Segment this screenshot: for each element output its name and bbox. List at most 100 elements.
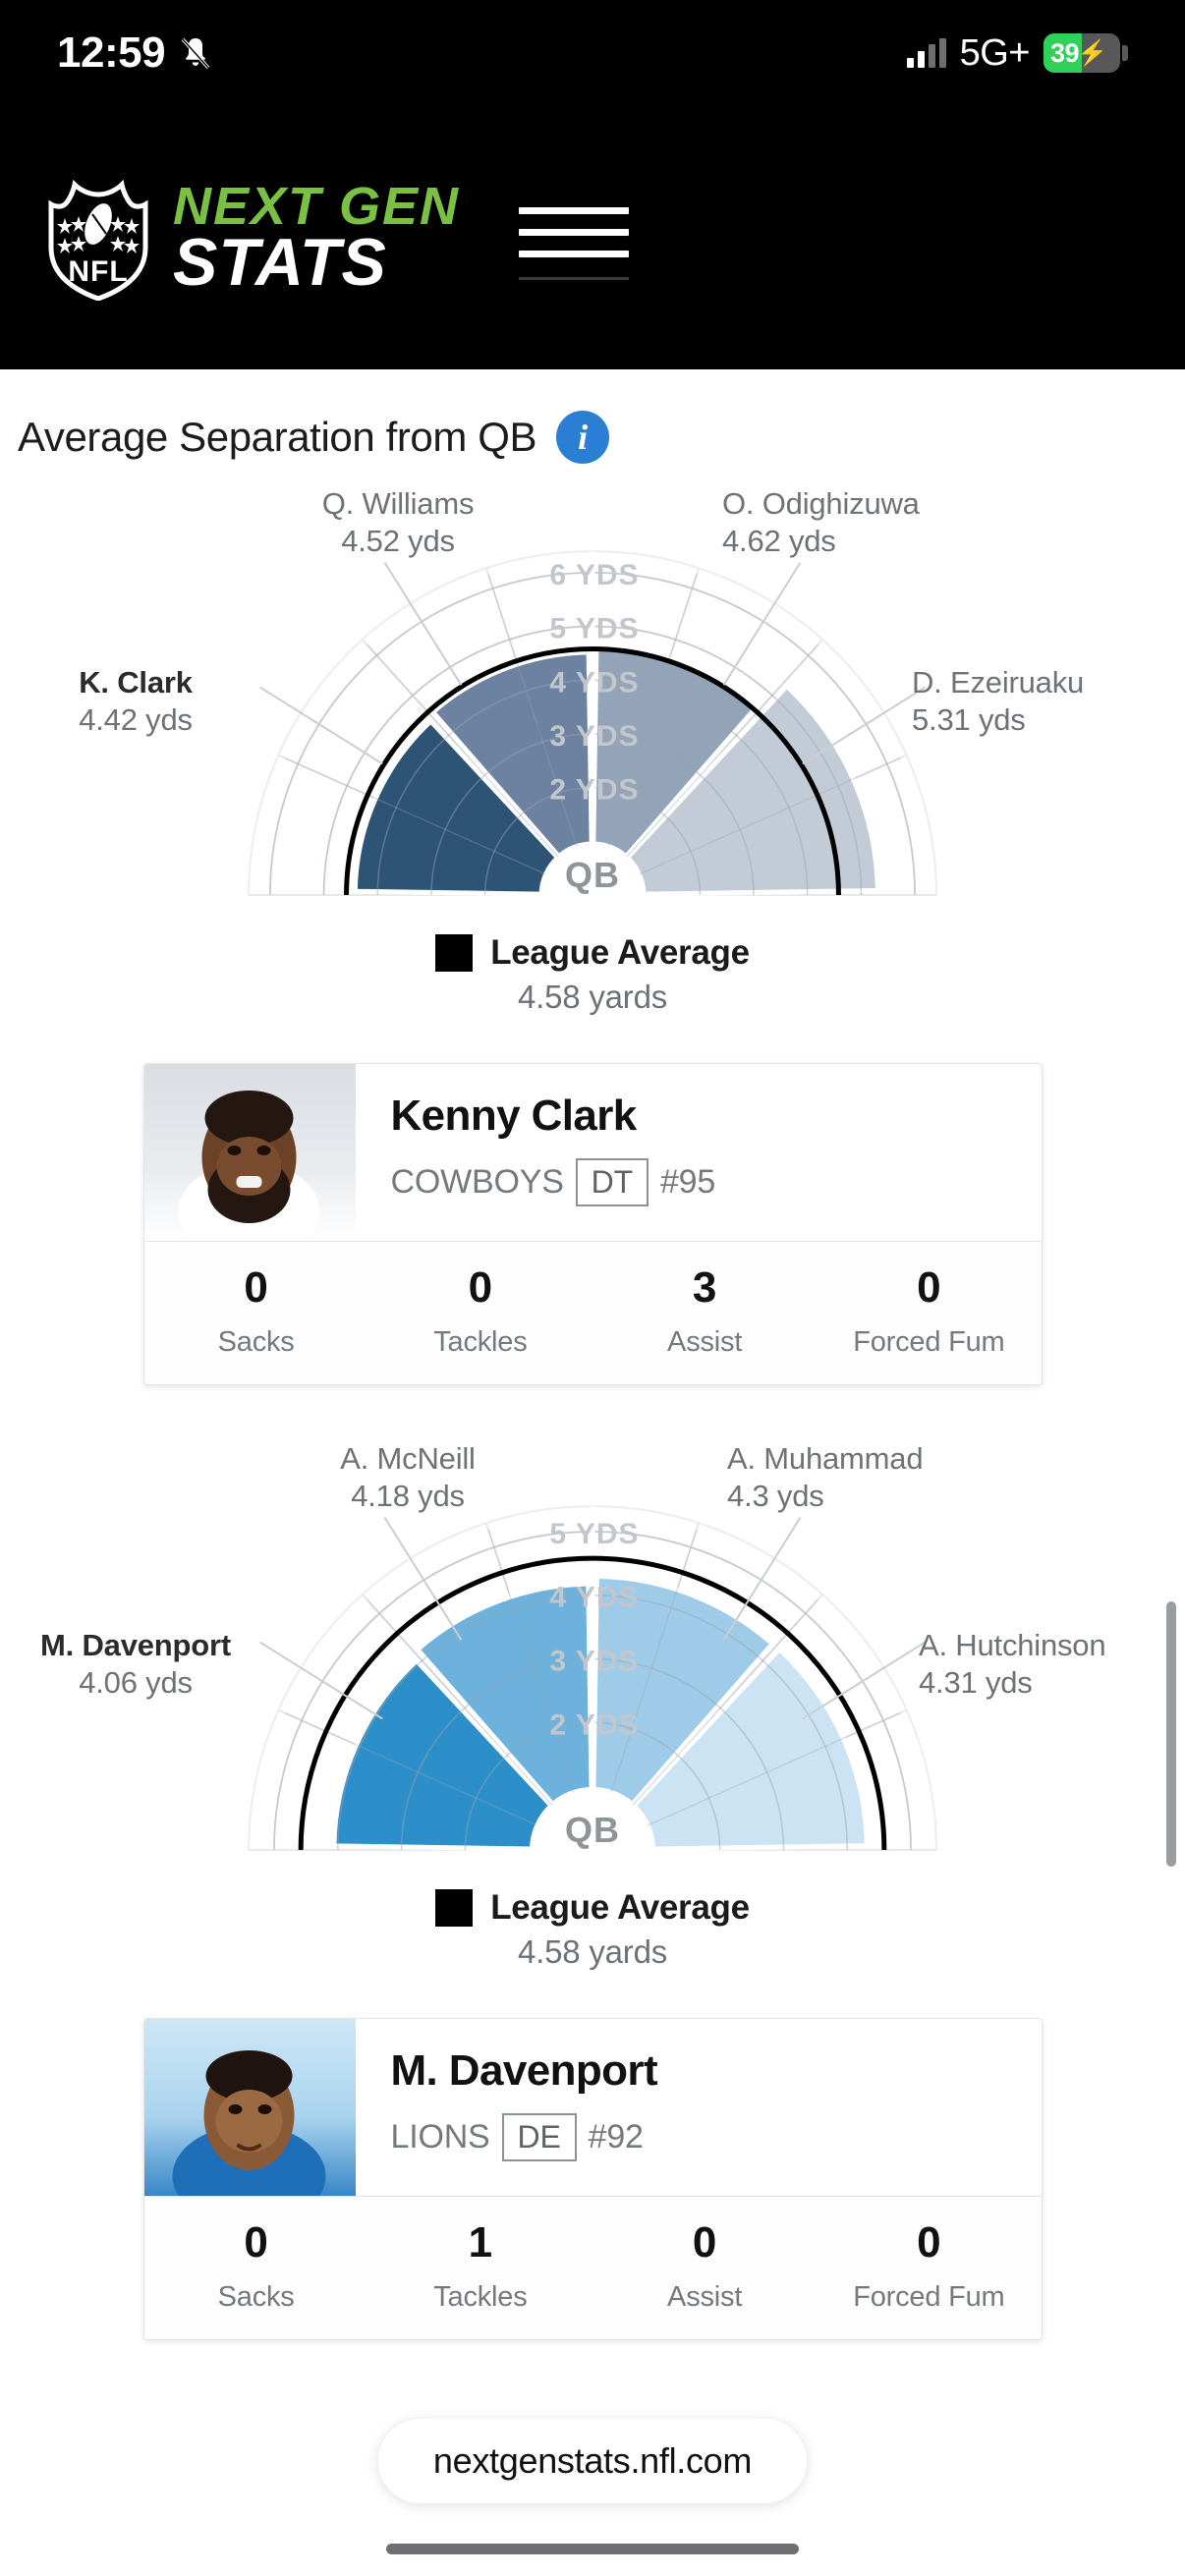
radar-chart-kenny-clark: QB 2 YDS 3 YDS 4 YDS 5 YDS 6 YDS Q. Williams … xyxy=(0,477,1185,939)
bolt-icon: ⚡ xyxy=(1077,38,1108,67)
legend-chart-1: League Average 4.58 yards xyxy=(0,933,1185,1016)
player-number: #95 xyxy=(659,1163,716,1201)
stat-assist: 0 Assist xyxy=(592,2218,817,2314)
legend-value: 4.58 yards xyxy=(517,979,668,1015)
chart-label-o-odighizuwa: O. Odighizuwa 4.62 yds xyxy=(722,486,920,558)
svg-text:QB: QB xyxy=(565,1810,620,1850)
svg-text:4 YDS: 4 YDS xyxy=(549,666,639,699)
player-meta: COWBOYS DT #95 xyxy=(391,1158,1042,1206)
stat-label: Forced Fum xyxy=(853,2281,1005,2313)
player-info: M. Davenport LIONS DE #92 xyxy=(356,2019,1042,2196)
battery-level-label: 39 xyxy=(1050,37,1080,68)
player-card-top: Kenny Clark COWBOYS DT #95 xyxy=(143,1064,1042,1241)
info-icon[interactable]: i xyxy=(556,411,610,464)
svg-text:3 YDS: 3 YDS xyxy=(549,720,639,753)
chart-label-a-mcneill: A. McNeill 4.18 yds xyxy=(340,1441,476,1513)
player-info: Kenny Clark COWBOYS DT #95 xyxy=(356,1064,1042,1241)
stat-value: 0 xyxy=(244,1263,268,1312)
status-bar-right: 5G+ 39 ⚡ xyxy=(906,31,1128,75)
app-header: NFL NEXT GEN STATS xyxy=(0,106,1185,369)
nfl-shield-icon: NFL xyxy=(45,175,151,302)
chart-label-q-williams: Q. Williams 4.52 yds xyxy=(321,486,475,558)
stat-forced-fum: 0 Forced Fum xyxy=(817,1263,1041,1359)
stat-label: Tackles xyxy=(433,1326,528,1358)
battery-fill xyxy=(1044,33,1082,73)
brand-wordmark: NEXT GEN STATS xyxy=(173,176,461,300)
stat-value: 0 xyxy=(468,1263,493,1312)
url-bar[interactable]: nextgenstats.nfl.com xyxy=(377,2419,808,2503)
player-name: Kenny Clark xyxy=(390,1092,638,1140)
svg-text:5 YDS: 5 YDS xyxy=(549,613,639,645)
site-logo[interactable]: NFL NEXT GEN STATS xyxy=(45,175,461,302)
stat-label: Sacks xyxy=(217,1326,295,1358)
chart-label-a-hutchinson: A. Hutchinson 4.31 yds xyxy=(919,1628,1106,1700)
svg-text:6 YDS: 6 YDS xyxy=(549,559,639,591)
legend-chart-2: League Average 4.58 yards xyxy=(0,1888,1185,1971)
stat-label: Assist xyxy=(667,2281,743,2313)
svg-text:2 YDS: 2 YDS xyxy=(549,774,639,807)
legend-swatch xyxy=(435,934,474,972)
bell-slash-icon xyxy=(179,35,212,71)
player-position: DT xyxy=(575,1158,649,1206)
status-bar: 12:59 5G+ 39 ⚡ xyxy=(0,0,1185,106)
chart-2-svg: QB 2 YDS 3 YDS 4 YDS 5 YDS xyxy=(248,1505,937,1852)
legend-swatch xyxy=(435,1889,474,1927)
chart-label-d-ezeiruaku: D. Ezeiruaku 5.31 yds xyxy=(912,665,1085,737)
chart-label-k-clark: K. Clark 4.42 yds xyxy=(79,665,193,737)
chart-label-m-davenport: M. Davenport 4.06 yds xyxy=(40,1628,231,1700)
brand-stats: STATS xyxy=(173,224,387,300)
legend-title: League Average xyxy=(490,933,750,972)
clock: 12:59 xyxy=(57,28,166,77)
player-card-top: M. Davenport LIONS DE #92 xyxy=(143,2019,1042,2196)
svg-text:NFL: NFL xyxy=(68,255,128,288)
stat-value: 0 xyxy=(244,2218,268,2267)
stat-label: Assist xyxy=(667,1326,743,1358)
player-card-m-davenport[interactable]: M. Davenport LIONS DE #92 0 Sacks 1 Tack… xyxy=(142,2018,1043,2340)
svg-text:4 YDS: 4 YDS xyxy=(549,1582,639,1614)
player-name: M. Davenport xyxy=(390,2046,658,2095)
stat-sacks: 0 Sacks xyxy=(144,2218,368,2314)
player-headshot xyxy=(143,1064,356,1241)
radar-chart-m-davenport: QB 2 YDS 3 YDS 4 YDS 5 YDS A. McNeill 4.18 y… xyxy=(0,1432,1185,1894)
scrollbar[interactable] xyxy=(1166,1601,1176,1867)
stat-value: 0 xyxy=(917,1263,941,1312)
stat-value: 0 xyxy=(692,2218,717,2267)
stat-sacks: 0 Sacks xyxy=(144,1263,368,1359)
cellular-signal-icon xyxy=(906,38,946,68)
stat-tackles: 0 Tackles xyxy=(368,1263,592,1359)
stat-label: Tackles xyxy=(433,2281,528,2313)
svg-text:3 YDS: 3 YDS xyxy=(549,1646,639,1678)
battery-tip xyxy=(1122,45,1128,61)
page-content: Average Separation from QB i QB 2 YDS 3 YD… xyxy=(0,369,1185,2482)
battery-indicator: 39 ⚡ xyxy=(1044,33,1128,73)
network-type-label: 5G+ xyxy=(959,31,1031,74)
player-team: LIONS xyxy=(390,2118,490,2156)
stat-label: Sacks xyxy=(217,2281,295,2313)
player-card-kenny-clark[interactable]: Kenny Clark COWBOYS DT #95 0 Sacks 0 Tac… xyxy=(142,1063,1043,1385)
player-stats-row: 0 Sacks 0 Tackles 3 Assist 0 Forced Fum xyxy=(143,1241,1042,1384)
section-header: Average Separation from QB i xyxy=(0,369,1185,464)
legend-value: 4.58 yards xyxy=(517,1933,668,1970)
stat-value: 3 xyxy=(692,1263,717,1312)
chart-1-svg: QB 2 YDS 3 YDS 4 YDS 5 YDS 6 YDS xyxy=(248,550,937,897)
stat-value: 0 xyxy=(917,2218,941,2267)
hamburger-menu-icon[interactable] xyxy=(519,196,630,280)
home-indicator[interactable] xyxy=(386,2544,799,2554)
stat-label: Forced Fum xyxy=(853,1326,1005,1358)
player-stats-row: 0 Sacks 1 Tackles 0 Assist 0 Forced Fum xyxy=(143,2196,1042,2339)
stat-tackles: 1 Tackles xyxy=(368,2218,592,2314)
player-headshot xyxy=(143,2019,356,2196)
svg-text:2 YDS: 2 YDS xyxy=(549,1708,639,1741)
svg-text:5 YDS: 5 YDS xyxy=(549,1518,639,1550)
player-number: #92 xyxy=(588,2118,644,2156)
stat-value: 1 xyxy=(468,2218,493,2267)
svg-text:QB: QB xyxy=(565,855,620,895)
player-position: DE xyxy=(501,2113,577,2161)
brand-nextgen: NEXT GEN xyxy=(173,176,461,236)
legend-title: League Average xyxy=(490,1888,750,1927)
page-title: Average Separation from QB xyxy=(18,414,537,460)
chart-label-a-muhammad: A. Muhammad 4.3 yds xyxy=(727,1441,924,1513)
player-meta: LIONS DE #92 xyxy=(391,2113,1042,2161)
stat-assist: 3 Assist xyxy=(592,1263,817,1359)
status-bar-left: 12:59 xyxy=(57,28,212,78)
